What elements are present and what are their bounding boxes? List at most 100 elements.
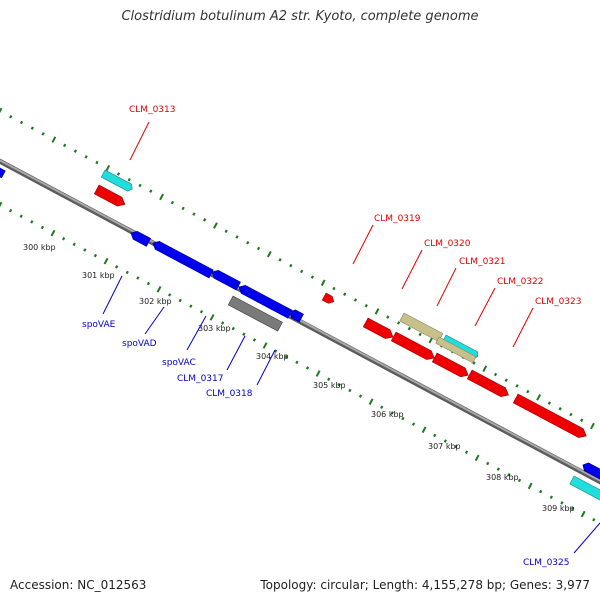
gene-feature-cyan[interactable] <box>100 169 134 193</box>
major-tick <box>103 257 109 265</box>
minor-tick <box>496 467 500 471</box>
minor-tick <box>580 418 584 423</box>
minor-tick <box>299 269 304 274</box>
gene-feature-blue[interactable] <box>129 229 152 247</box>
minor-tick <box>192 212 196 216</box>
scale-label: 306 kbp <box>371 410 404 419</box>
minor-tick <box>364 303 368 308</box>
gene-label[interactable]: spoVAD <box>122 339 157 349</box>
minor-tick <box>515 384 519 388</box>
gene-feature-red[interactable] <box>512 393 588 440</box>
scale-label: 303 kbp <box>198 324 231 333</box>
minor-tick <box>407 326 411 331</box>
minor-tick <box>224 229 228 234</box>
gene-label[interactable]: CLM_0320 <box>424 239 471 249</box>
minor-tick <box>61 236 66 241</box>
major-tick <box>590 422 595 430</box>
accession-text: Accession: NC_012563 <box>10 578 147 592</box>
minor-tick <box>343 292 347 297</box>
major-tick <box>105 164 111 172</box>
gene-label[interactable]: CLM_0325 <box>523 558 569 568</box>
major-tick <box>368 398 374 405</box>
gene-label[interactable]: spoVAE <box>82 320 116 330</box>
minor-tick <box>168 293 172 297</box>
gene-feature-olive[interactable] <box>435 336 477 364</box>
gene-feature-gray[interactable] <box>227 295 283 332</box>
minor-tick <box>83 248 87 252</box>
minor-tick <box>418 332 422 337</box>
gene-feature-blue[interactable] <box>581 461 600 484</box>
gene-label[interactable]: CLM_0319 <box>374 214 421 224</box>
minor-tick <box>274 349 278 353</box>
minor-tick <box>386 315 390 319</box>
major-tick <box>266 250 272 258</box>
gene-label[interactable]: spoVAC <box>162 358 196 368</box>
minor-tick <box>136 276 140 280</box>
minor-tick <box>278 258 282 262</box>
scale-label: 301 kbp <box>82 271 115 280</box>
minor-tick <box>252 338 257 342</box>
minor-tick <box>63 143 67 148</box>
major-tick <box>536 394 541 401</box>
minor-tick <box>284 354 288 359</box>
gene-feature-blue[interactable] <box>288 308 304 323</box>
gene-feature-red[interactable] <box>390 331 436 362</box>
major-tick <box>315 370 321 377</box>
gene-feature-red[interactable] <box>93 184 127 209</box>
gene-feature-blue[interactable] <box>210 268 241 291</box>
reverse-gene-labels: spoVAE spoVAD spoVAC CLM_0317 CLM_0318 C… <box>82 320 569 568</box>
minor-tick <box>332 286 336 291</box>
major-tick <box>209 314 215 321</box>
minor-tick <box>72 242 76 247</box>
gene-feature-red[interactable] <box>431 352 470 380</box>
gene-feature-blue[interactable] <box>151 239 214 279</box>
minor-tick <box>242 332 246 337</box>
major-tick <box>262 342 268 349</box>
minor-tick <box>443 439 447 443</box>
label-leader-lines <box>102 121 600 554</box>
gene-label[interactable]: CLM_0322 <box>497 277 543 287</box>
scale-label: 304 kbp <box>256 352 289 361</box>
minor-tick <box>231 326 235 331</box>
minor-tick <box>390 411 394 415</box>
major-tick <box>156 286 162 293</box>
major-tick <box>0 107 3 114</box>
gene-label[interactable]: CLM_0318 <box>206 389 253 399</box>
gene-label[interactable]: CLM_0313 <box>129 105 175 115</box>
minor-tick <box>199 310 204 314</box>
minor-tick <box>221 321 225 325</box>
minor-tick <box>181 206 185 211</box>
major-tick <box>0 201 3 208</box>
map-title: Clostridium botulinum A2 str. Kyoto, com… <box>121 9 479 24</box>
minor-tick <box>256 246 261 251</box>
gene-label[interactable]: CLM_0323 <box>535 297 581 307</box>
minor-tick <box>433 433 437 438</box>
minor-tick <box>19 120 24 125</box>
gene-feature-blue[interactable] <box>0 167 6 179</box>
minor-tick <box>93 253 98 258</box>
gene-feature-red[interactable] <box>321 292 335 305</box>
minor-tick <box>558 407 562 411</box>
gene-feature-cyan[interactable] <box>569 475 600 504</box>
scale-label: 307 kbp <box>428 442 461 451</box>
minor-tick <box>486 461 490 466</box>
gene-feature-red[interactable] <box>362 317 395 341</box>
major-tick <box>482 365 488 373</box>
gene-feature-red[interactable] <box>466 369 511 399</box>
minor-tick <box>472 361 476 365</box>
minor-tick <box>464 450 469 455</box>
minor-tick <box>40 225 45 230</box>
inner-scale-ring <box>0 201 596 522</box>
minor-tick <box>30 220 34 224</box>
minor-tick <box>115 265 119 269</box>
minor-tick <box>127 177 131 182</box>
minor-tick <box>9 114 13 119</box>
minor-tick <box>327 377 331 381</box>
minor-tick <box>560 501 564 505</box>
gene-label[interactable]: CLM_0321 <box>459 257 505 267</box>
gene-feature-blue[interactable] <box>237 283 293 319</box>
gene-label[interactable]: CLM_0317 <box>177 374 223 384</box>
minor-tick <box>569 412 573 417</box>
minor-tick <box>337 383 341 387</box>
